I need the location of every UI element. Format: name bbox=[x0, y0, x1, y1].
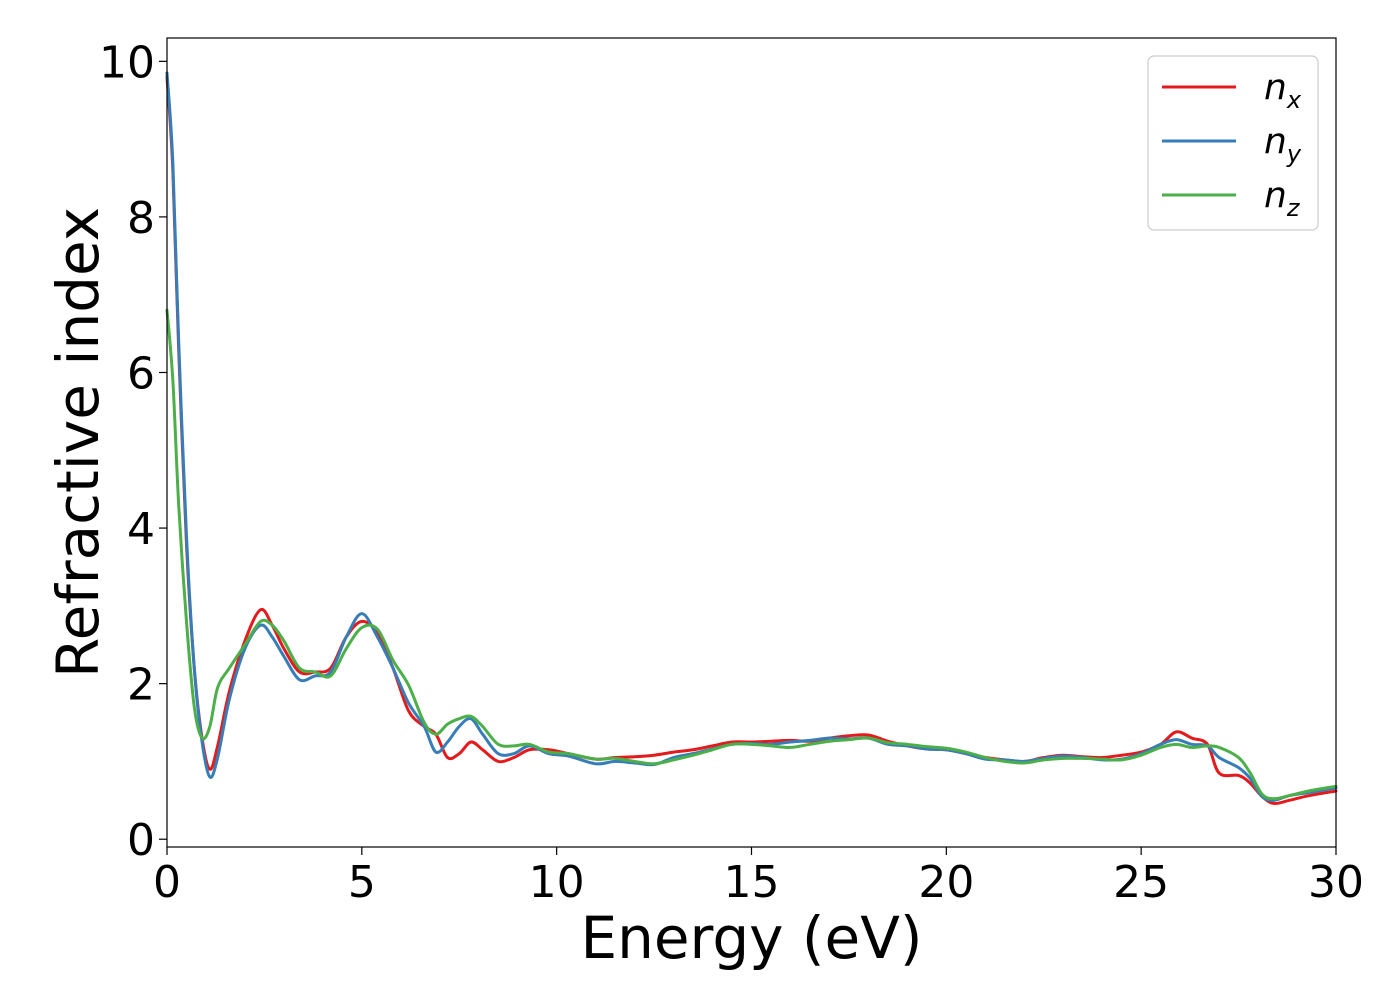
legend-label-base: n bbox=[1264, 121, 1287, 162]
y-tick-label: 10 bbox=[99, 37, 155, 88]
series-layer bbox=[165, 71, 1338, 806]
x-tick-label: 5 bbox=[348, 857, 376, 908]
y-tick-label: 4 bbox=[127, 504, 155, 555]
series-line-x bbox=[165, 75, 1338, 806]
legend-label-base: n bbox=[1264, 67, 1287, 108]
y-tick-label: 0 bbox=[127, 815, 155, 866]
x-axis: 0 5 10 15 20 25 30 bbox=[153, 847, 1364, 908]
legend-label-base: n bbox=[1264, 175, 1287, 216]
legend-label-subscript: y bbox=[1286, 140, 1302, 168]
legend-label-z: nz bbox=[1264, 175, 1301, 222]
y-tick-label: 8 bbox=[127, 193, 155, 244]
legend-label-subscript: x bbox=[1286, 86, 1302, 114]
y-tick-label: 6 bbox=[127, 348, 155, 399]
y-axis: 0 2 4 6 8 10 bbox=[99, 37, 167, 866]
x-tick-label: 0 bbox=[153, 857, 181, 908]
y-tick-label: 2 bbox=[127, 660, 155, 711]
x-axis-label: Energy (eV) bbox=[580, 904, 922, 972]
x-tick-label: 15 bbox=[724, 857, 780, 908]
legend-box bbox=[1147, 55, 1319, 231]
legend-label-y: ny bbox=[1264, 121, 1302, 168]
legend-label-subscript: z bbox=[1286, 194, 1301, 222]
x-tick-label: 30 bbox=[1308, 857, 1364, 908]
series-line-z bbox=[165, 308, 1338, 801]
x-tick-label: 10 bbox=[529, 857, 585, 908]
y-axis-label: Refractive index bbox=[44, 207, 112, 678]
legend-label-x: nx bbox=[1264, 67, 1302, 114]
x-tick-label: 25 bbox=[1113, 857, 1169, 908]
x-tick-label: 20 bbox=[918, 857, 974, 908]
